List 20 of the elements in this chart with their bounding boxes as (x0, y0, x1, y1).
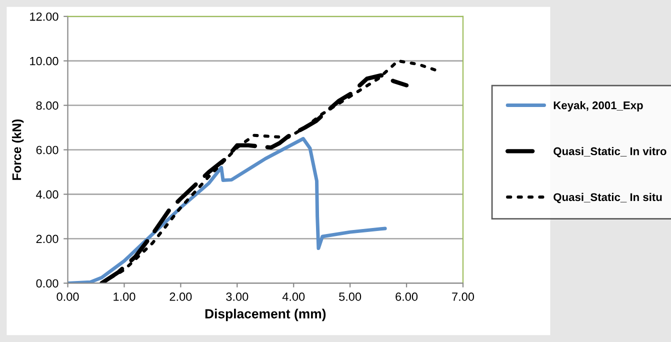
legend-label: Quasi_Static_ In situ (554, 192, 662, 204)
x-tick-label: 4.00 (282, 292, 305, 301)
x-tick-label: 0.00 (56, 292, 79, 301)
x-tick-label: 5.00 (339, 292, 362, 301)
x-tick-label: 1.00 (114, 292, 136, 301)
y-tick-label: 2.00 (36, 234, 58, 244)
y-tick-label: 12.00 (30, 12, 58, 21)
x-tick-label: 7.00 (452, 292, 474, 301)
y-tick-label: 10.00 (30, 56, 58, 66)
y-tick-label: 4.00 (36, 190, 58, 199)
legend-label: Quasi_Static_ In vitro (554, 147, 666, 158)
y-axis-title: Force (kN) (12, 120, 24, 180)
x-axis-title: Displacement (mm) (205, 308, 326, 322)
x-tick-label: 3.00 (226, 292, 248, 301)
legend-label: Keyak, 2001_Exp (554, 101, 643, 112)
y-tick-label: 6.00 (36, 146, 58, 154)
y-tick-label: 0.00 (36, 279, 58, 288)
x-tick-label: 6.00 (396, 292, 418, 301)
y-tick-label: 8.00 (36, 101, 58, 110)
x-tick-label: 2.00 (170, 292, 192, 301)
